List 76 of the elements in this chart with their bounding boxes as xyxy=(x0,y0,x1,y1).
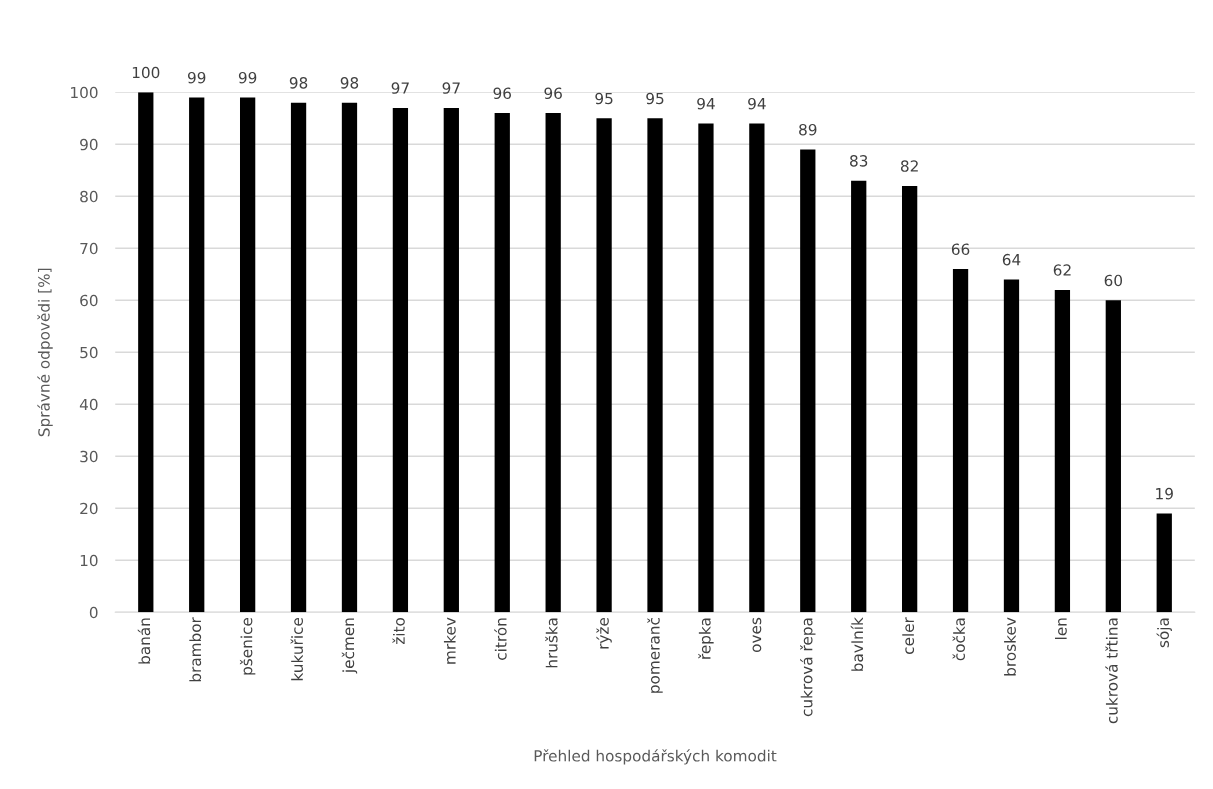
data-label: 97 xyxy=(391,82,409,94)
x-tick-label: brambor xyxy=(189,617,202,682)
x-tick-label: oves xyxy=(752,617,762,653)
y-tick-label: 20 xyxy=(80,502,98,515)
data-label: 99 xyxy=(187,71,206,84)
bar xyxy=(596,118,612,613)
bar xyxy=(647,118,663,613)
bar xyxy=(545,113,561,613)
bar xyxy=(902,185,918,613)
x-tick-label: řepka xyxy=(698,618,714,659)
data-label: 98 xyxy=(289,77,308,89)
bar xyxy=(800,149,816,613)
data-label: 60 xyxy=(1104,274,1123,287)
data-label: 96 xyxy=(544,87,562,100)
data-label: 95 xyxy=(595,92,613,105)
y-axis-title: Správné odpovědi [%] xyxy=(37,268,53,437)
bar xyxy=(341,102,358,613)
data-label: 98 xyxy=(340,77,359,89)
x-tick-label: citrón xyxy=(494,618,507,660)
y-tick-label: 60 xyxy=(80,294,98,307)
x-axis-title: Přehled hospodářských komodit xyxy=(534,749,777,765)
y-tick-label: 70 xyxy=(80,242,98,255)
x-tick-label: pomeranč xyxy=(647,618,663,693)
x-tick-label: hruška xyxy=(545,618,558,668)
x-tick-label: banán xyxy=(137,618,151,664)
bar xyxy=(1054,289,1071,613)
bar xyxy=(494,113,510,613)
data-label: 95 xyxy=(646,92,664,105)
bar xyxy=(1105,300,1121,613)
x-tick-label: ječmen xyxy=(341,618,358,674)
x-tick-label: len xyxy=(1055,618,1067,640)
bar xyxy=(1003,279,1020,613)
y-tick-label: 50 xyxy=(80,346,98,359)
x-tick-label: sója xyxy=(1156,618,1172,648)
x-tick-label: celer xyxy=(902,617,915,655)
data-label: 83 xyxy=(850,155,868,167)
y-tick-label: 10 xyxy=(80,554,98,567)
bar xyxy=(443,107,459,613)
data-label: 96 xyxy=(493,87,512,100)
x-tick-label: cukrová řepa xyxy=(800,618,816,717)
bar xyxy=(851,180,867,613)
x-tick-label: bavlník xyxy=(850,617,864,671)
data-label: 66 xyxy=(951,243,970,256)
data-label: 19 xyxy=(1156,487,1173,500)
data-label: 62 xyxy=(1053,264,1071,276)
data-label: 99 xyxy=(238,71,257,84)
y-tick-label: 40 xyxy=(79,398,98,411)
y-tick-label: 90 xyxy=(80,138,98,151)
y-tick-label: 30 xyxy=(80,450,98,463)
data-label: 97 xyxy=(442,82,460,94)
y-tick-label: 0 xyxy=(89,606,98,619)
y-tick-label: 100 xyxy=(71,86,98,99)
x-tick-label: kukuřice xyxy=(290,617,303,681)
data-label: 100 xyxy=(132,66,160,79)
data-label: 94 xyxy=(697,97,715,110)
x-tick-label: broskev xyxy=(1004,617,1016,676)
bar xyxy=(952,269,969,613)
bar xyxy=(240,97,256,613)
data-label: 94 xyxy=(748,97,766,110)
data-label: 64 xyxy=(1002,253,1021,266)
y-tick-label: 80 xyxy=(80,190,98,203)
x-tick-label: žito xyxy=(392,617,405,645)
x-tick-label: čočka xyxy=(952,618,965,661)
bar xyxy=(698,123,714,613)
x-tick-label: rýže xyxy=(596,617,612,649)
bar xyxy=(138,92,154,613)
bar xyxy=(290,102,307,613)
x-tick-label: pšenice xyxy=(239,617,256,675)
x-tick-label: mrkev xyxy=(443,617,456,664)
data-label: 82 xyxy=(900,160,918,172)
bar xyxy=(392,107,409,613)
bar xyxy=(1156,513,1172,613)
bar xyxy=(749,123,765,613)
bar xyxy=(189,97,205,613)
x-tick-label: cukrová třtina xyxy=(1105,618,1118,724)
data-label: 89 xyxy=(799,123,817,136)
